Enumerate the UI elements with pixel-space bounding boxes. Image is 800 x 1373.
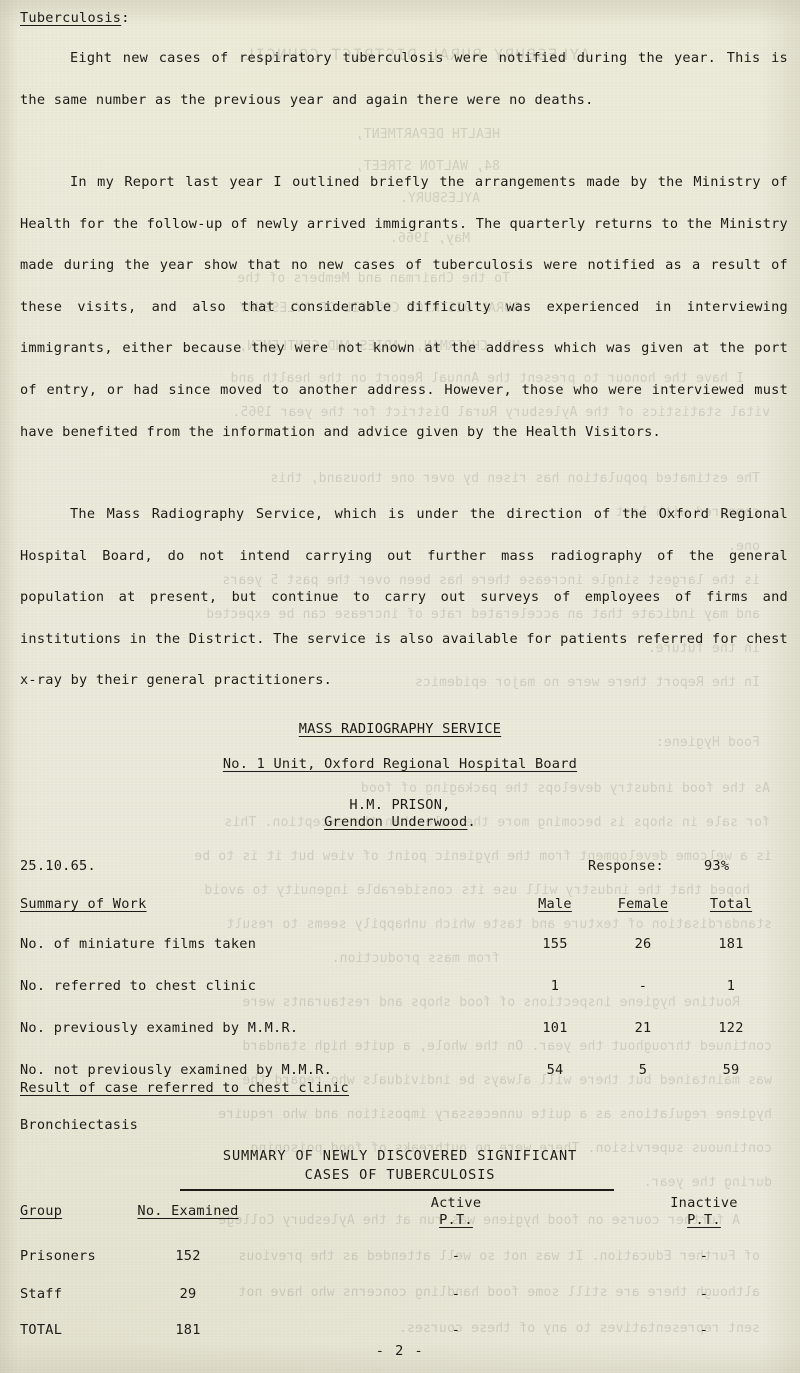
column-header-inactive: Inactive P.T. [636, 1195, 772, 1229]
table-cell-inactive: - [699, 1322, 709, 1338]
column-header-active-line2-text: P.T. [439, 1212, 473, 1228]
table-row-label: No. referred to chest clinic [20, 978, 257, 994]
page-number: - 2 - [375, 1343, 425, 1359]
column-header-active-line1: Active [430, 1195, 482, 1211]
section-heading-colon: : [121, 10, 130, 26]
table-cell-male: 54 [546, 1062, 564, 1078]
result-of-case-value: Bronchiectasis [20, 1117, 139, 1133]
mass-radiography-location-period: . [467, 814, 476, 830]
table-cell-male: 101 [542, 1020, 568, 1036]
column-header-group: Group [20, 1203, 62, 1219]
table-cell-total: 122 [718, 1020, 744, 1036]
column-header-total: Total [700, 896, 762, 912]
column-header-examined: No. Examined [118, 1203, 258, 1219]
newly-discovered-title-line2: CASES OF TUBERCULOSIS [304, 1167, 496, 1183]
column-header-examined-text: No. Examined [137, 1203, 239, 1219]
table-cell-inactive: - [699, 1248, 709, 1264]
table-row-label: No. not previously examined by M.M.R. [20, 1062, 333, 1078]
table-cell-female: 5 [638, 1062, 648, 1078]
column-header-male-text: Male [538, 896, 572, 912]
table-cell-total: 181 [718, 936, 744, 952]
newly-discovered-underline [180, 1189, 614, 1191]
table-row-group: TOTAL [20, 1322, 63, 1338]
summary-of-work-caption-text: Summary of Work [20, 896, 147, 912]
mass-radiography-location-text: Grendon Underwood [324, 814, 468, 830]
table-row-group: Prisoners [20, 1248, 96, 1264]
column-header-inactive-line2-text: P.T. [687, 1212, 721, 1228]
column-header-active-line2: P.T. [392, 1212, 520, 1229]
column-header-female: Female [610, 896, 676, 912]
table-cell-active: - [451, 1286, 461, 1302]
paragraph-mass-radiography: The Mass Radiography Service, which is u… [20, 506, 788, 689]
mass-radiography-unit: No. 1 Unit, Oxford Regional Hospital Boa… [0, 756, 800, 772]
column-header-inactive-line1: Inactive [670, 1195, 738, 1211]
table-row-label: No. of miniature films taken [20, 936, 257, 952]
result-of-case-heading-text: Result of case referred to chest clinic [20, 1080, 349, 1096]
table-cell-female: 21 [634, 1020, 652, 1036]
newly-discovered-title-line1: SUMMARY OF NEWLY DISCOVERED SIGNIFICANT [222, 1148, 578, 1164]
column-header-male: Male [528, 896, 582, 912]
section-heading: Tuberculosis: [20, 10, 130, 26]
table-cell-inactive: - [699, 1286, 709, 1302]
summary-of-work-caption: Summary of Work [20, 896, 147, 912]
column-header-female-text: Female [617, 896, 669, 912]
column-header-active: Active P.T. [392, 1195, 520, 1229]
section-heading-text: Tuberculosis [20, 10, 122, 26]
table-cell-examined: 181 [175, 1322, 201, 1338]
table-cell-active: - [451, 1248, 461, 1264]
table-cell-examined: 152 [175, 1248, 201, 1264]
result-of-case-heading: Result of case referred to chest clinic [20, 1080, 349, 1096]
table-cell-total: 1 [726, 978, 736, 994]
table-cell-total: 59 [722, 1062, 740, 1078]
column-header-inactive-line2: P.T. [636, 1212, 772, 1229]
table-cell-male: 155 [542, 936, 568, 952]
table-cell-active: - [451, 1322, 461, 1338]
mass-radiography-prison: H.M. PRISON, [349, 797, 451, 813]
survey-date: 25.10.65. [20, 858, 96, 874]
response-value: 93% [704, 858, 730, 874]
mass-radiography-unit-text: No. 1 Unit, Oxford Regional Hospital Boa… [222, 756, 578, 772]
paragraph-tuberculosis-cases: Eight new cases of respiratory tuberculo… [20, 50, 788, 108]
mass-radiography-title-text: MASS RADIOGRAPHY SERVICE [298, 721, 502, 737]
table-row-label: No. previously examined by M.M.R. [20, 1020, 299, 1036]
response-label: Response: [588, 858, 664, 874]
table-cell-examined: 29 [179, 1286, 197, 1302]
table-cell-female: - [638, 978, 648, 994]
column-header-total-text: Total [709, 896, 753, 912]
paragraph-immigrant-followup: In my Report last year I outlined briefl… [20, 174, 788, 440]
mass-radiography-location: Grendon Underwood. [0, 814, 800, 830]
table-cell-female: 26 [634, 936, 652, 952]
table-row-group: Staff [20, 1286, 63, 1302]
column-header-group-text: Group [20, 1203, 63, 1219]
table-cell-male: 1 [550, 978, 560, 994]
mass-radiography-title: MASS RADIOGRAPHY SERVICE [0, 721, 800, 737]
